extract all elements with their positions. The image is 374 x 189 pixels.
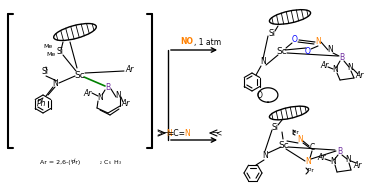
- Text: B: B: [337, 147, 343, 156]
- Text: Me: Me: [46, 53, 56, 57]
- Text: Si: Si: [42, 67, 49, 77]
- Text: O: O: [257, 91, 263, 99]
- Text: Me: Me: [43, 43, 53, 49]
- Text: B: B: [105, 83, 111, 91]
- Text: C: C: [104, 160, 108, 164]
- Text: Ar: Ar: [354, 160, 362, 170]
- Text: N: N: [347, 64, 353, 73]
- Text: Ar: Ar: [356, 70, 364, 80]
- Text: N: N: [315, 37, 321, 46]
- Text: O: O: [305, 47, 311, 57]
- Text: B: B: [340, 53, 344, 63]
- Text: O: O: [292, 36, 298, 44]
- Text: N: N: [97, 94, 103, 102]
- Text: Ar: Ar: [84, 90, 92, 98]
- Text: —: —: [160, 129, 168, 138]
- Text: =C=: =C=: [167, 129, 185, 138]
- Text: Ar: Ar: [126, 66, 134, 74]
- Text: N: N: [332, 66, 338, 74]
- Text: iPr: iPr: [306, 167, 314, 173]
- Text: C: C: [309, 143, 315, 153]
- Text: i: i: [74, 157, 76, 163]
- Text: N: N: [260, 57, 266, 67]
- Text: N: N: [184, 129, 190, 138]
- Text: N: N: [330, 157, 336, 167]
- Text: Ar: Ar: [122, 98, 130, 108]
- Text: N: N: [345, 156, 351, 164]
- Text: <: <: [215, 129, 221, 138]
- Text: Ph: Ph: [37, 99, 47, 108]
- Text: N: N: [52, 78, 58, 88]
- Text: H: H: [113, 160, 118, 164]
- Text: >: >: [157, 129, 163, 138]
- Text: Sc: Sc: [75, 70, 85, 80]
- Text: Sc: Sc: [279, 140, 289, 149]
- Text: iPr: iPr: [291, 129, 299, 135]
- Text: ₆: ₆: [109, 160, 111, 164]
- Text: ₂: ₂: [100, 160, 102, 164]
- Text: Ar: Ar: [321, 61, 329, 70]
- Text: ₃: ₃: [119, 160, 121, 164]
- Text: Ar = 2,6-(ⁱPr): Ar = 2,6-(ⁱPr): [40, 159, 80, 165]
- Text: NO: NO: [180, 37, 193, 46]
- Text: Ar: Ar: [318, 153, 326, 163]
- Text: N: N: [115, 91, 121, 99]
- Text: N: N: [262, 152, 268, 160]
- Text: N: N: [305, 156, 311, 166]
- Text: N: N: [327, 46, 333, 54]
- Text: Si: Si: [269, 29, 276, 37]
- Text: N: N: [166, 129, 172, 138]
- Text: N: N: [297, 136, 303, 145]
- Text: , 1 atm: , 1 atm: [194, 37, 221, 46]
- Text: —: —: [211, 129, 219, 138]
- Text: Sc: Sc: [277, 47, 287, 57]
- Text: Si: Si: [56, 47, 64, 57]
- Text: Si: Si: [272, 122, 279, 132]
